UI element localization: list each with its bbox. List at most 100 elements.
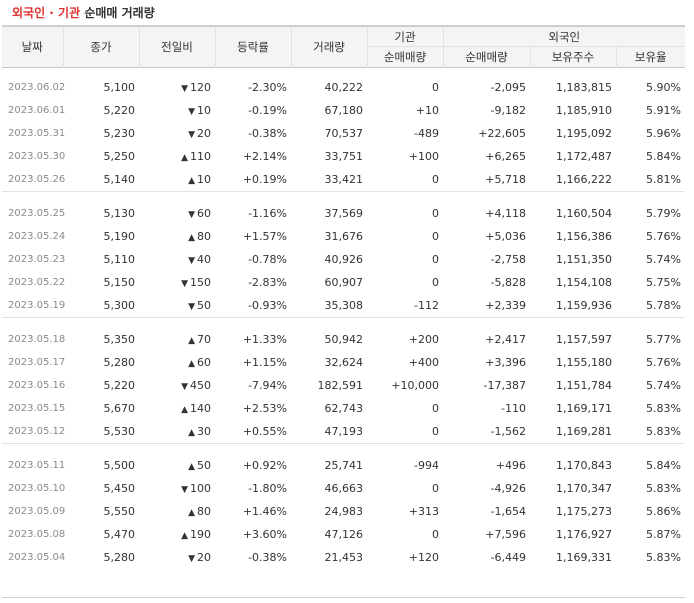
cell-date: 2023.05.12 bbox=[8, 426, 66, 437]
cell-foreign-ratio: 5.83% bbox=[646, 482, 681, 495]
change-value: 190 bbox=[190, 528, 211, 541]
cell-foreign-net: -6,449 bbox=[490, 551, 526, 564]
trading-table: 날짜 종가 전일비 등락률 거래량 기관 외국인 순매매량 순매매량 보유주수 … bbox=[2, 25, 685, 569]
cell-foreign-holdings: 1,169,281 bbox=[556, 425, 612, 438]
cell-close: 5,220 bbox=[103, 379, 136, 392]
table-row: 2023.05.30 5,250 ▲ 110 +2.14% 33,751 +100 +6,26… bbox=[2, 145, 685, 168]
cell-rate: -0.38% bbox=[248, 551, 287, 564]
cell-rate: +0.19% bbox=[242, 173, 287, 186]
table-row: 2023.05.09 5,550 ▲ 80 +1.46% 24,983 +313 -1,654… bbox=[2, 500, 685, 523]
cell-change: ▼ 450 bbox=[139, 374, 215, 397]
cell-close: 5,150 bbox=[103, 276, 136, 289]
table-row: 2023.05.22 5,150 ▼ 150 -2.83% 60,907 0 -5,828 1,… bbox=[2, 271, 685, 294]
cell-foreign-ratio: 5.78% bbox=[646, 299, 681, 312]
cell-foreign-holdings: 1,185,910 bbox=[556, 104, 612, 117]
down-triangle-icon: ▼ bbox=[188, 554, 195, 564]
cell-rate: -0.93% bbox=[248, 299, 287, 312]
cell-rate: -1.16% bbox=[248, 207, 287, 220]
cell-inst-net: 0 bbox=[432, 276, 439, 289]
cell-foreign-net: +2,339 bbox=[485, 299, 526, 312]
table-row: 2023.05.17 5,280 ▲ 60 +1.15% 32,624 +400 +3,396… bbox=[2, 351, 685, 374]
cell-change: ▼ 100 bbox=[139, 477, 215, 500]
cell-date: 2023.05.10 bbox=[8, 483, 66, 494]
table-bottom-border bbox=[2, 597, 685, 598]
change-value: 20 bbox=[197, 551, 211, 564]
cell-rate: +1.46% bbox=[242, 505, 287, 518]
cell-foreign-ratio: 5.96% bbox=[646, 127, 681, 140]
cell-inst-net: 0 bbox=[432, 528, 439, 541]
cell-change: ▼ 10 bbox=[139, 99, 215, 122]
change-value: 40 bbox=[197, 253, 211, 266]
cell-change: ▼ 50 bbox=[139, 294, 215, 318]
cell-foreign-net: +496 bbox=[495, 459, 526, 472]
cell-inst-net: 0 bbox=[432, 173, 439, 186]
cell-date: 2023.05.30 bbox=[8, 151, 66, 162]
change-value: 450 bbox=[190, 379, 211, 392]
cell-inst-net: +100 bbox=[408, 150, 439, 163]
cell-foreign-holdings: 1,151,784 bbox=[556, 379, 612, 392]
cell-foreign-net: -1,654 bbox=[490, 505, 526, 518]
cell-rate: +0.55% bbox=[242, 425, 287, 438]
cell-rate: +0.92% bbox=[242, 459, 287, 472]
up-triangle-icon: ▲ bbox=[181, 405, 188, 415]
cell-volume: 35,308 bbox=[324, 299, 364, 312]
cell-inst-net: +400 bbox=[408, 356, 439, 369]
change-value: 70 bbox=[197, 333, 211, 346]
cell-change: ▲ 10 bbox=[139, 168, 215, 192]
table-row: 2023.05.16 5,220 ▼ 450 -7.94% 182,591 +10,000-… bbox=[2, 374, 685, 397]
up-triangle-icon: ▲ bbox=[181, 153, 188, 163]
cell-volume: 31,676 bbox=[324, 230, 364, 243]
group-separator bbox=[2, 317, 685, 328]
cell-close: 5,450 bbox=[103, 482, 136, 495]
cell-change: ▼ 150 bbox=[139, 271, 215, 294]
cell-change: ▼ 60 bbox=[139, 202, 215, 225]
cell-date: 2023.05.22 bbox=[8, 277, 66, 288]
cell-inst-net: 0 bbox=[432, 253, 439, 266]
header-inst-net: 순매매량 bbox=[366, 46, 443, 68]
cell-date: 2023.05.25 bbox=[8, 208, 66, 219]
table-row: 2023.06.02 5,100 ▼ 120 -2.30% 40,222 0 -2,095 1,… bbox=[2, 76, 685, 99]
cell-inst-net: +120 bbox=[408, 551, 439, 564]
header-change: 전일비 bbox=[138, 25, 215, 68]
cell-inst-net: +10 bbox=[415, 104, 439, 117]
cell-change: ▼ 20 bbox=[139, 546, 215, 569]
down-triangle-icon: ▼ bbox=[188, 210, 195, 220]
cell-foreign-ratio: 5.83% bbox=[646, 551, 681, 564]
down-triangle-icon: ▼ bbox=[188, 256, 195, 266]
up-triangle-icon: ▲ bbox=[188, 508, 195, 518]
cell-foreign-holdings: 1,183,815 bbox=[556, 81, 612, 94]
cell-rate: -0.78% bbox=[248, 253, 287, 266]
table-row: 2023.05.08 5,470 ▲ 190 +3.60% 47,126 0 +7,596 1,… bbox=[2, 523, 685, 546]
cell-foreign-ratio: 5.84% bbox=[646, 150, 681, 163]
cell-volume: 37,569 bbox=[324, 207, 364, 220]
cell-volume: 33,421 bbox=[324, 173, 364, 186]
down-triangle-icon: ▼ bbox=[188, 107, 195, 117]
cell-foreign-holdings: 1,176,927 bbox=[556, 528, 612, 541]
cell-volume: 24,983 bbox=[324, 505, 364, 518]
cell-foreign-net: +22,605 bbox=[478, 127, 526, 140]
cell-foreign-holdings: 1,170,347 bbox=[556, 482, 612, 495]
change-value: 30 bbox=[197, 425, 211, 438]
header-foreign-ratio: 보유율 bbox=[615, 46, 685, 68]
cell-foreign-holdings: 1,157,597 bbox=[556, 333, 612, 346]
up-triangle-icon: ▲ bbox=[188, 462, 195, 472]
up-triangle-icon: ▲ bbox=[188, 359, 195, 369]
cell-change: ▲ 60 bbox=[139, 351, 215, 374]
cell-volume: 32,624 bbox=[324, 356, 364, 369]
cell-foreign-net: +2,417 bbox=[485, 333, 526, 346]
cell-volume: 33,751 bbox=[324, 150, 364, 163]
change-value: 60 bbox=[197, 207, 211, 220]
group-separator bbox=[2, 191, 685, 202]
cell-date: 2023.05.17 bbox=[8, 357, 66, 368]
cell-close: 5,300 bbox=[103, 299, 136, 312]
header-date: 날짜 bbox=[2, 25, 63, 68]
change-value: 60 bbox=[197, 356, 211, 369]
down-triangle-icon: ▼ bbox=[181, 485, 188, 495]
header-institution: 기관 bbox=[366, 25, 443, 47]
row-spacer bbox=[2, 68, 685, 77]
up-triangle-icon: ▲ bbox=[188, 233, 195, 243]
cell-foreign-ratio: 5.74% bbox=[646, 379, 681, 392]
cell-volume: 67,180 bbox=[324, 104, 364, 117]
table-row: 2023.05.26 5,140 ▲ 10 +0.19% 33,421 0 +5,718 1,1… bbox=[2, 168, 685, 192]
